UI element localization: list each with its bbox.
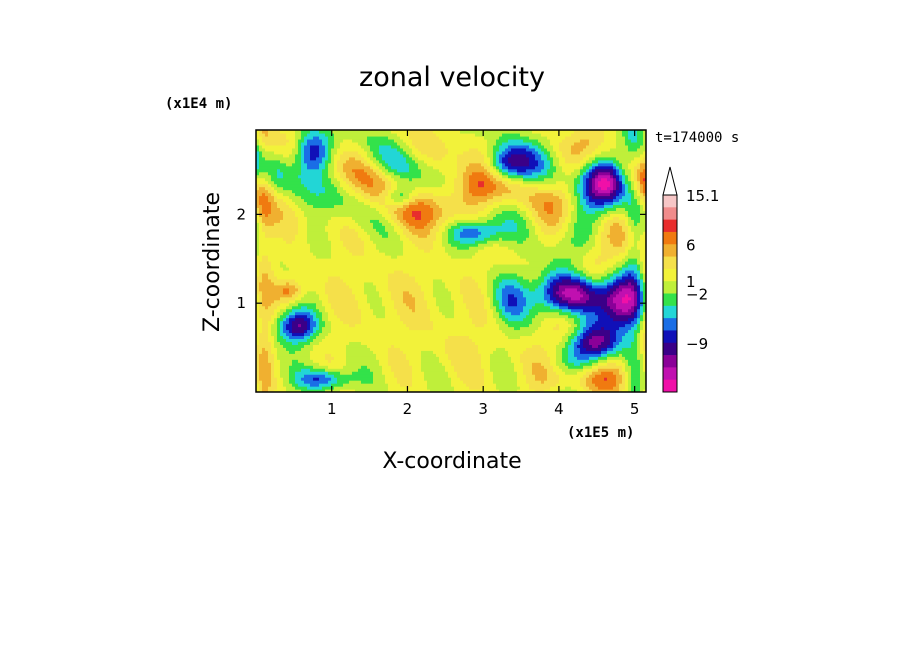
colorbar-band-11 [663, 330, 677, 344]
heatmap-field [256, 130, 646, 392]
colorbar-band-1 [663, 207, 677, 221]
x-tick-label-1: 2 [403, 400, 413, 418]
colorbar-band-10 [663, 318, 677, 331]
y-tick-label-0: 1 [236, 294, 246, 312]
x-tick-label-0: 1 [327, 400, 337, 418]
colorbar-band-0 [663, 195, 677, 208]
colorbar: 15.1 6 1−2 −9 [662, 166, 719, 393]
x-scale-label: (x1E5 m) [567, 425, 634, 441]
x-tick-label-2: 3 [478, 400, 488, 418]
colorbar-band-15 [663, 379, 677, 393]
colorbar-label-0: 15.1 [686, 187, 719, 205]
x-axis-title: X-coordinate [382, 449, 521, 474]
colorbar-band-6 [663, 268, 677, 282]
colorbar-band-5 [663, 256, 677, 270]
colorbar-band-7 [663, 281, 677, 294]
x-tick-label-3: 4 [554, 400, 564, 418]
y-tick-label-1: 2 [236, 205, 246, 223]
colorbar-extend-arrow [662, 166, 678, 196]
y-axis: 12 [236, 205, 646, 312]
y-scale-label: (x1E4 m) [165, 96, 232, 112]
plot-frame [255, 129, 647, 393]
colorbar-label-2: 1 [686, 273, 696, 291]
y-axis-title: Z-coordinate [200, 192, 225, 332]
colorbar-band-4 [663, 244, 677, 257]
colorbar-band-14 [663, 367, 677, 381]
chart-title: zonal velocity [359, 62, 545, 93]
x-axis: 1 2 3 4 5 [327, 130, 639, 418]
colorbar-label-4: −9 [686, 335, 708, 353]
colorbar-label-3: −2 [686, 286, 708, 304]
colorbar-band-3 [663, 231, 677, 245]
colorbar-band-13 [663, 355, 677, 368]
colorbar-band-12 [663, 342, 677, 356]
x-tick-label-4: 5 [630, 400, 640, 418]
colorbar-band-2 [663, 219, 677, 233]
colorbar-frame [662, 194, 678, 393]
colorbar-band-9 [663, 305, 677, 319]
colorbar-band-8 [663, 293, 677, 307]
colorbar-label-1: 6 [686, 236, 696, 254]
time-label: t=174000 s [655, 130, 739, 146]
